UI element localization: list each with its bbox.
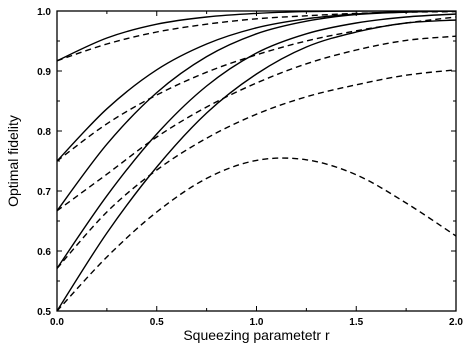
dashed-curve-2 <box>57 11 456 62</box>
solid-curve-7 <box>57 13 456 269</box>
plot-frame <box>56 10 457 312</box>
y-tick-label: 1.0 <box>37 7 51 18</box>
y-tick-label: 0.8 <box>37 127 51 138</box>
x-tick-label: 1.5 <box>349 317 363 328</box>
x-tick-label: 0.5 <box>150 317 164 328</box>
y-tick-label: 0.6 <box>37 247 51 258</box>
x-tick-label: 2.0 <box>449 317 463 328</box>
x-tick-label: 1.0 <box>250 317 264 328</box>
curves-layer <box>57 11 456 311</box>
y-tick-label: 0.5 <box>37 307 51 318</box>
dashed-curve-10 <box>57 157 456 311</box>
solid-curve-9 <box>57 19 456 311</box>
y-tick-label: 0.9 <box>37 67 51 78</box>
solid-curve-5 <box>57 11 456 212</box>
y-tick-label: 0.7 <box>37 187 51 198</box>
y-axis-title: Optimal fidelity <box>5 115 21 207</box>
ticks-layer: 0.0 0.5 1.0 1.5 2.00.50.60.70.80.91.0 <box>37 7 463 328</box>
dashed-curve-6 <box>57 35 456 212</box>
dashed-curve-8 <box>57 69 456 269</box>
x-tick-label: 0.0 <box>50 317 64 328</box>
x-axis-title: Squeezing parametetr r <box>183 327 330 343</box>
